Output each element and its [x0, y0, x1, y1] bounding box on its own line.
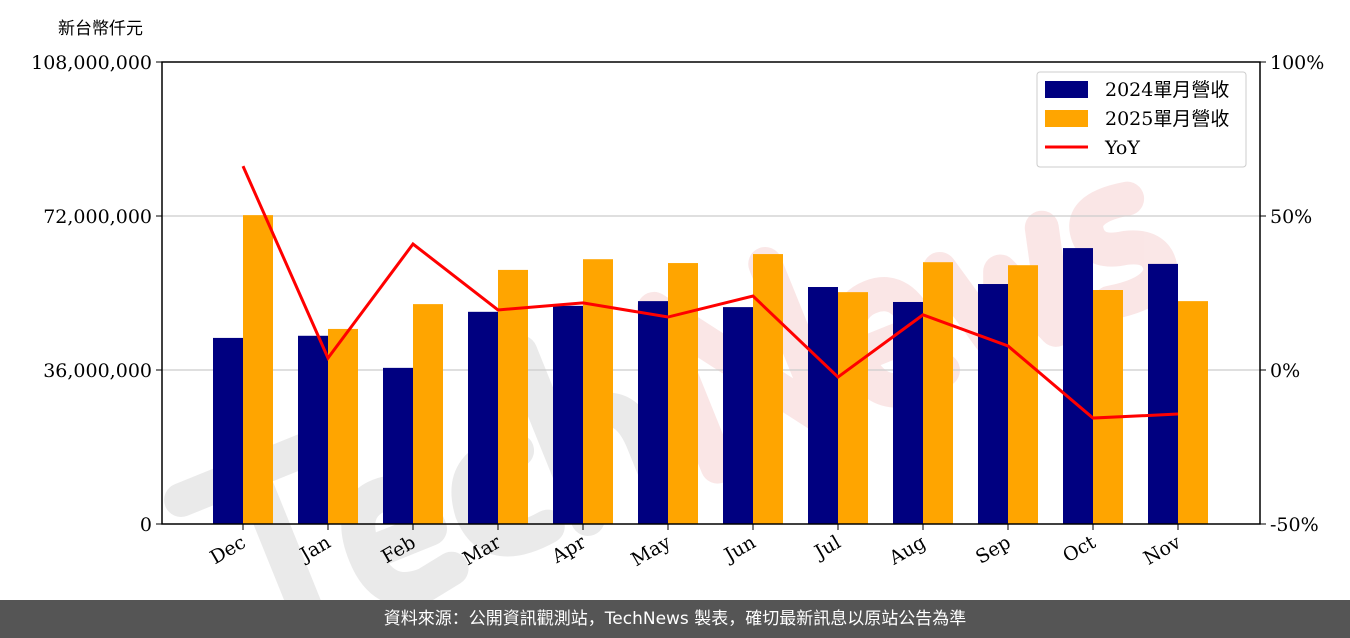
bar-2024 [638, 301, 668, 524]
bar-2024 [213, 337, 243, 524]
plot-frame [161, 61, 1261, 525]
source-footer: 資料來源：公開資訊觀測站，TechNews 製表，確切最新訊息以原站公告為準 [0, 600, 1350, 638]
y-tick-label-right: 50% [1270, 206, 1312, 228]
x-tick-label: Nov [1140, 531, 1185, 570]
revenue-chart: 0 36,000,000 72,000,000 108,000,000 -50% 0% 50… [31, 52, 1324, 600]
x-tick-label: Jul [809, 531, 844, 564]
bar-2025 [838, 292, 868, 524]
bar-2025 [1093, 290, 1123, 524]
y-tick-label-right: 100% [1270, 52, 1324, 74]
bar-2024 [808, 287, 838, 524]
bar-2024 [383, 367, 413, 524]
left-axis-unit-label: 新台幣仟元 [58, 19, 143, 39]
y-tick-label-right: 0% [1270, 360, 1300, 382]
bar-2024 [1063, 248, 1093, 525]
legend-box [1036, 71, 1247, 168]
bar-2024 [978, 284, 1008, 524]
legend-label: 2025單月營收 [1105, 108, 1229, 130]
x-tick-label: Sep [972, 531, 1015, 568]
bar-2024 [553, 305, 583, 524]
x-tick-label: May [628, 531, 675, 571]
y-tick-label-left: 72,000,000 [43, 206, 152, 228]
bar-2025 [923, 262, 953, 524]
x-tick-label: Oct [1059, 531, 1100, 567]
bar-2025 [498, 269, 528, 524]
legend-swatch [1045, 110, 1088, 127]
legend-label: 2024單月營收 [1105, 79, 1229, 101]
y-tick-label-left: 36,000,000 [43, 360, 152, 382]
y-tick-label-left: 0 [140, 514, 152, 536]
x-tick-label: Jun [719, 531, 760, 567]
y-tick-label-left: 108,000,000 [31, 52, 152, 74]
legend-label: YoY [1104, 137, 1140, 159]
bar-2025 [413, 304, 443, 524]
x-tick-label: Aug [885, 531, 930, 570]
bar-2025 [668, 263, 698, 524]
bar-2025 [753, 254, 783, 525]
x-tick-label: Dec [206, 531, 249, 569]
yoy-line [241, 165, 1179, 420]
bar-2025 [1178, 301, 1208, 524]
bar-2025 [243, 215, 273, 524]
bar-2024 [893, 301, 923, 524]
bar-2024 [298, 335, 328, 524]
bar-2025 [583, 259, 613, 524]
bar-2025 [1008, 265, 1038, 524]
legend-swatch [1045, 81, 1088, 98]
bar-2024 [1148, 263, 1178, 524]
bar-2025 [328, 328, 358, 524]
bar-2024 [723, 307, 753, 524]
bar-2024 [468, 311, 498, 524]
y-tick-label-right: -50% [1270, 514, 1319, 536]
